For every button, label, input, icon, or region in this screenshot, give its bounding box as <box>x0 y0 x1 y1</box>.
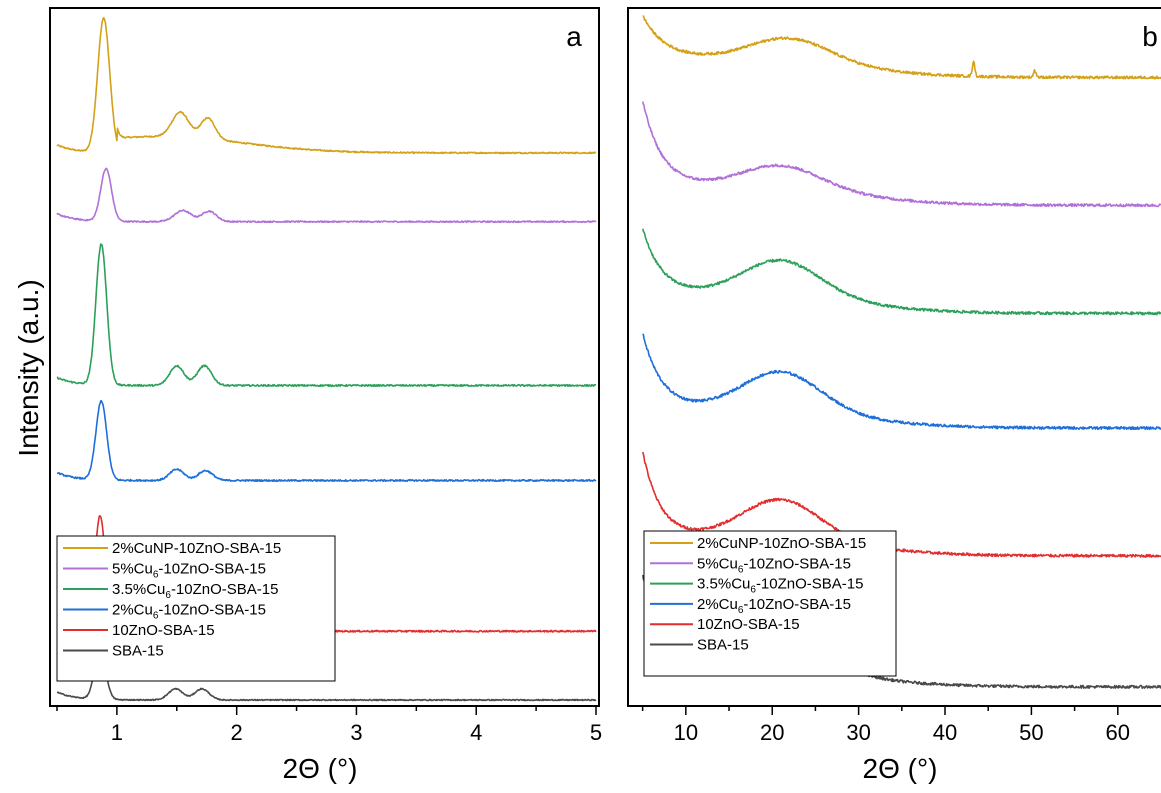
legend-subscript: 6 <box>165 590 171 601</box>
legend-subscript: 6 <box>738 605 744 616</box>
x-tick-label: 4 <box>470 720 482 745</box>
series-line <box>642 228 1161 316</box>
x-tick-label: 40 <box>933 720 957 745</box>
panel-b-frame <box>627 7 1161 707</box>
panel-a: a 1 2 3 4 5 2Θ (°) 2%CuNP-10ZnO-SBA-15 5%Cu6-… <box>49 7 602 784</box>
panel-a-letter: a <box>566 21 582 52</box>
legend-entry-label: 2%CuNP-10ZnO-SBA-15 <box>112 540 281 557</box>
legend-entry-label: 2%Cu6-10ZnO-SBA-15 <box>697 596 851 616</box>
series-line <box>56 16 597 155</box>
series-line <box>642 451 1161 558</box>
legend-entry-label: 2%Cu6-10ZnO-SBA-15 <box>112 602 266 622</box>
x-tick-label: 2 <box>231 720 243 745</box>
legend-entry-label: 2%CuNP-10ZnO-SBA-15 <box>697 535 866 552</box>
legend-entry-label: 3.5%Cu6-10ZnO-SBA-15 <box>112 581 278 601</box>
legend-suffix: -10ZnO-SBA-15 <box>743 555 851 572</box>
y-axis-title: Intensity (a.u.) <box>13 279 44 456</box>
series-line <box>642 15 1161 80</box>
legend-suffix: -10ZnO-SBA-15 <box>171 581 279 598</box>
legend-suffix: -10ZnO-SBA-15 <box>158 561 266 578</box>
x-tick-label: 20 <box>760 720 784 745</box>
x-tick-label: 50 <box>1019 720 1043 745</box>
x-tick-label: 30 <box>846 720 870 745</box>
legend-suffix: -10ZnO-SBA-15 <box>743 596 851 613</box>
legend-subscript: 6 <box>153 570 159 581</box>
panel-b-legend: 2%CuNP-10ZnO-SBA-15 5%Cu6-10ZnO-SBA-153.5… <box>643 530 897 677</box>
series-line <box>56 399 597 483</box>
panel-a-frame <box>49 7 600 707</box>
legend-suffix: -10ZnO-SBA-15 <box>158 602 266 619</box>
legend-suffix: -10ZnO-SBA-15 <box>756 576 864 593</box>
legend-subscript: 6 <box>750 585 756 596</box>
series-line <box>56 167 597 224</box>
x-tick-label: 10 <box>674 720 698 745</box>
panel-a-x-axis-title: 2Θ (°) <box>283 753 358 784</box>
panel-a-x-ticks: 1 2 3 4 5 <box>56 706 602 745</box>
panel-b-letter: b <box>1142 21 1158 52</box>
series-line <box>642 101 1161 208</box>
legend-entry-label: 10ZnO-SBA-15 <box>697 616 800 633</box>
series-line <box>642 333 1161 431</box>
panel-a-legend: 2%CuNP-10ZnO-SBA-15 5%Cu6-10ZnO-SBA-153.5… <box>56 535 336 682</box>
series-line <box>56 243 597 388</box>
panel-b-x-axis-title: 2Θ (°) <box>863 753 938 784</box>
x-tick-label: 60 <box>1106 720 1130 745</box>
series-line <box>56 647 597 702</box>
legend-entry-label: SBA-15 <box>697 637 749 654</box>
legend-entry-label: SBA-15 <box>112 643 164 660</box>
panel-a-series <box>56 16 597 702</box>
legend-entry-label: 5%Cu6-10ZnO-SBA-15 <box>112 561 266 581</box>
panel-b: b 10 20 30 40 50 60 2Θ (°) 2%CuNP-10ZnO-SBA-1… <box>627 7 1161 784</box>
legend-entry-label: 3.5%Cu6-10ZnO-SBA-15 <box>697 576 863 596</box>
panel-b-x-ticks: 10 20 30 40 50 60 <box>641 706 1130 745</box>
x-tick-label: 3 <box>350 720 362 745</box>
x-tick-label: 1 <box>111 720 123 745</box>
legend-subscript: 6 <box>738 564 744 575</box>
x-tick-label: 5 <box>590 720 602 745</box>
legend-entry-label: 5%Cu6-10ZnO-SBA-15 <box>697 555 851 575</box>
legend-subscript: 6 <box>153 611 159 622</box>
legend-entry-label: 10ZnO-SBA-15 <box>112 622 215 639</box>
